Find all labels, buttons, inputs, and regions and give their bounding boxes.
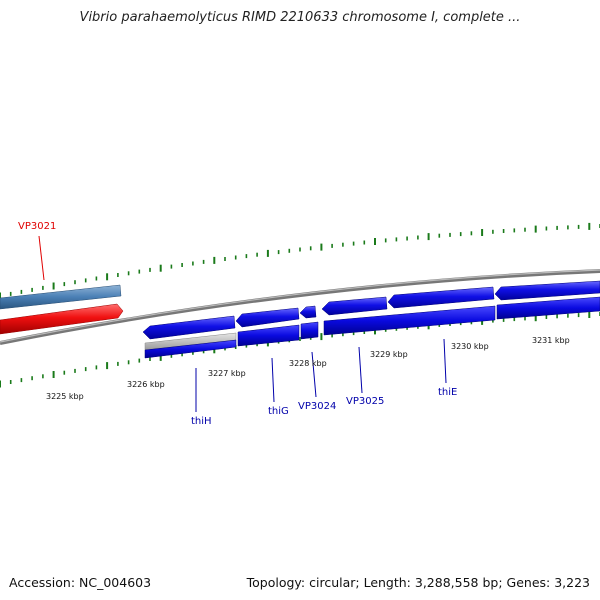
scale-label-3229: 3229 kbp: [370, 350, 408, 359]
scale-label-3231: 3231 kbp: [532, 336, 570, 345]
gene-reverse-3[interactable]: [300, 321, 319, 340]
gene-thig[interactable]: [235, 307, 300, 328]
gene-label-thig[interactable]: thiG: [268, 406, 289, 417]
gene-thih[interactable]: [142, 315, 236, 340]
gene-label-vp3024[interactable]: VP3024: [298, 401, 336, 412]
scale-label-3226: 3226 kbp: [127, 380, 165, 389]
gene-vp3025[interactable]: [321, 296, 388, 316]
gene-thie[interactable]: [387, 286, 495, 309]
gene-reverse-4[interactable]: [323, 305, 496, 336]
scale-label-3225: 3225 kbp: [46, 392, 84, 401]
vp3024-leader: [311, 351, 317, 398]
backbone-upper-highlight: [0, 269, 600, 343]
gene-forward-right[interactable]: [494, 280, 600, 301]
genome-summary: Topology: circular; Length: 3,288,558 bp…: [246, 575, 590, 590]
gene-label-thie[interactable]: thiE: [438, 387, 457, 398]
gene-reverse-2[interactable]: [237, 324, 300, 347]
scale-ticks-upper: [0, 222, 600, 300]
map-title: Vibrio parahaemolyticus RIMD 2210633 chr…: [79, 10, 521, 25]
gene-label-vp3025[interactable]: VP3025: [346, 396, 384, 407]
backbone-upper: [0, 269, 600, 345]
vp3021-leader: [38, 235, 45, 281]
scale-label-3227: 3227 kbp: [208, 369, 246, 378]
gene-vp3024[interactable]: [299, 305, 317, 319]
scale-ticks-lower: [0, 311, 600, 388]
gene-reverse-1[interactable]: [144, 339, 237, 359]
thie-leader: [443, 338, 447, 384]
gene-label-thih[interactable]: thiH: [191, 416, 212, 427]
thig-leader: [271, 357, 275, 403]
gene-label-vp3021[interactable]: VP3021: [18, 221, 56, 232]
scale-label-3228: 3228 kbp: [289, 359, 327, 368]
gene-reverse-5[interactable]: [496, 296, 600, 320]
vp3025-leader: [358, 346, 363, 394]
accession-label: Accession: NC_004603: [9, 575, 152, 590]
flank-gene-left[interactable]: [0, 284, 122, 310]
scale-label-3230: 3230 kbp: [451, 342, 489, 351]
gene-vp3021[interactable]: [0, 303, 124, 335]
